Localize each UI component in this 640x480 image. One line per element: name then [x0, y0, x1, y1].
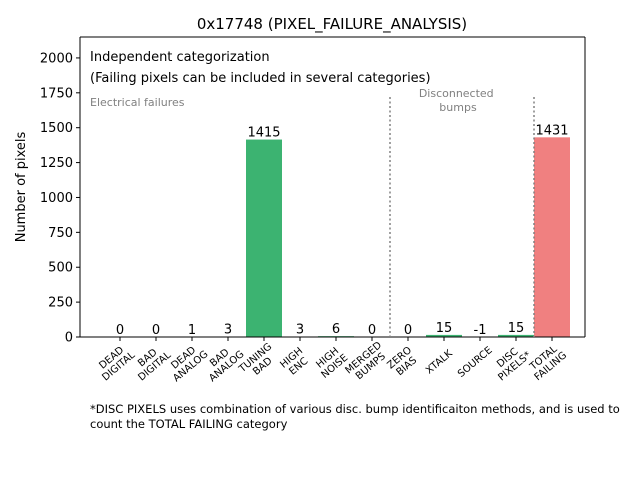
x-tick-label-3: BADANALOG — [200, 340, 246, 384]
value-label-6: 6 — [332, 322, 340, 337]
x-tick-label-5: HIGHENC — [278, 346, 312, 379]
value-label-7: 0 — [368, 323, 376, 338]
value-label-12: 1431 — [535, 123, 568, 138]
y-tick-label-1: 250 — [48, 296, 73, 311]
value-label-3: 3 — [224, 323, 232, 338]
value-label-4: 1415 — [247, 126, 280, 141]
x-tick-label-11: DISCPIXELS* — [489, 341, 533, 383]
section-label-disconnected-line-2: bumps — [439, 101, 477, 114]
x-tick-label-12: TOTALFAILING — [526, 342, 570, 384]
bar-12 — [534, 137, 570, 337]
value-label-10: -1 — [474, 323, 487, 338]
y-tick-label-0: 0 — [65, 331, 73, 346]
value-label-8: 0 — [404, 323, 412, 338]
bar-9 — [426, 334, 462, 337]
y-tick-label-7: 1750 — [40, 86, 73, 101]
value-label-5: 3 — [296, 323, 304, 338]
value-label-2: 1 — [188, 323, 196, 338]
footnote: *DISC PIXELS uses combination of various… — [90, 402, 620, 431]
value-label-11: 15 — [508, 321, 525, 336]
y-tick-label-2: 500 — [48, 261, 73, 276]
annotation-line-1: Independent categorization — [90, 50, 270, 65]
y-axis-label: Number of pixels — [14, 131, 29, 242]
y-tick-label-4: 1000 — [40, 191, 73, 206]
bar-11 — [498, 334, 534, 337]
x-tick-label-8: ZEROBIAS — [386, 345, 422, 380]
x-tick-label-0: DEADDIGITAL — [93, 341, 137, 383]
value-label-0: 0 — [116, 323, 124, 338]
section-label-disconnected-line-1: Disconnected — [419, 87, 494, 100]
value-label-9: 15 — [436, 321, 453, 336]
x-tick-label-7: MERGEDBUMPS — [344, 340, 392, 385]
section-label-electrical: Electrical failures — [90, 96, 185, 109]
y-tick-label-6: 1500 — [40, 121, 73, 136]
y-tick-label-8: 2000 — [40, 51, 73, 66]
y-tick-label-5: 1250 — [40, 156, 73, 171]
x-tick-label-4: TUNINGBAD — [237, 341, 282, 384]
x-tick-label-9-line-0: XTALK — [424, 348, 455, 377]
x-tick-label-10-line-0: SOURCE — [456, 345, 495, 380]
value-label-1: 0 — [152, 323, 160, 338]
y-tick-label-3: 750 — [48, 226, 73, 241]
x-tick-label-9: XTALK — [424, 348, 455, 377]
x-tick-label-6: HIGHNOISE — [312, 344, 350, 381]
section-label-disconnected: Disconnected bumps — [419, 87, 497, 114]
bar-4 — [246, 139, 282, 337]
chart-title: 0x17748 (PIXEL_FAILURE_ANALYSIS) — [197, 15, 467, 34]
x-tick-label-10: SOURCE — [456, 345, 495, 380]
x-tick-label-1: BADDIGITAL — [129, 341, 173, 383]
annotation-line-2: (Failing pixels can be included in sever… — [90, 71, 431, 86]
plot-area: 025050075010001250150017502000DEADDIGITA… — [40, 36, 586, 385]
x-tick-label-2: DEADANALOG — [164, 340, 210, 384]
